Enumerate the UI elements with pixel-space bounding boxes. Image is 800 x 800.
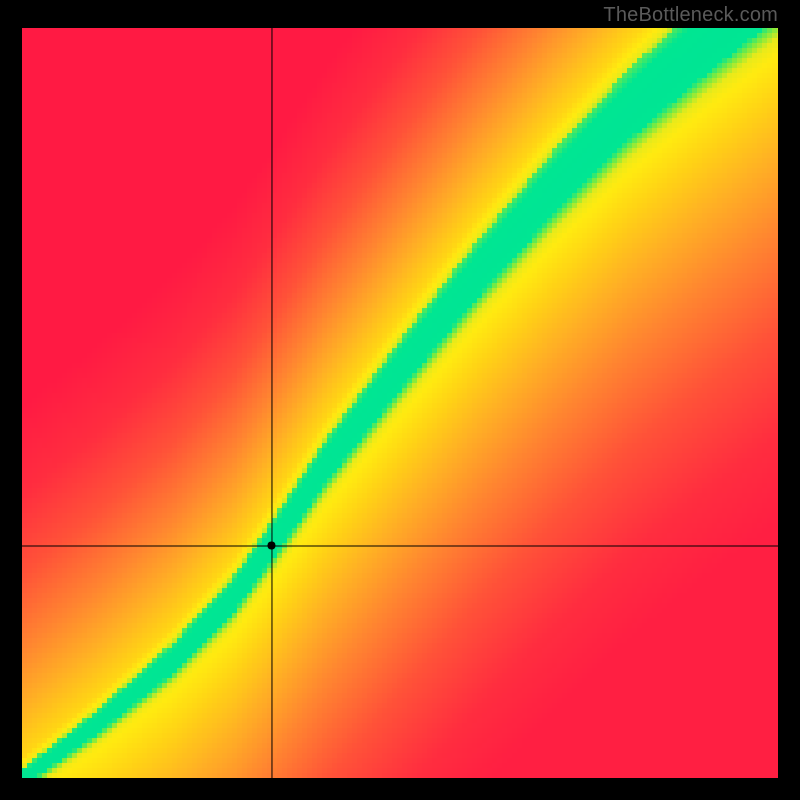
watermark-text: TheBottleneck.com	[603, 4, 778, 27]
heatmap-canvas	[22, 28, 778, 778]
bottleneck-heatmap	[22, 28, 778, 778]
